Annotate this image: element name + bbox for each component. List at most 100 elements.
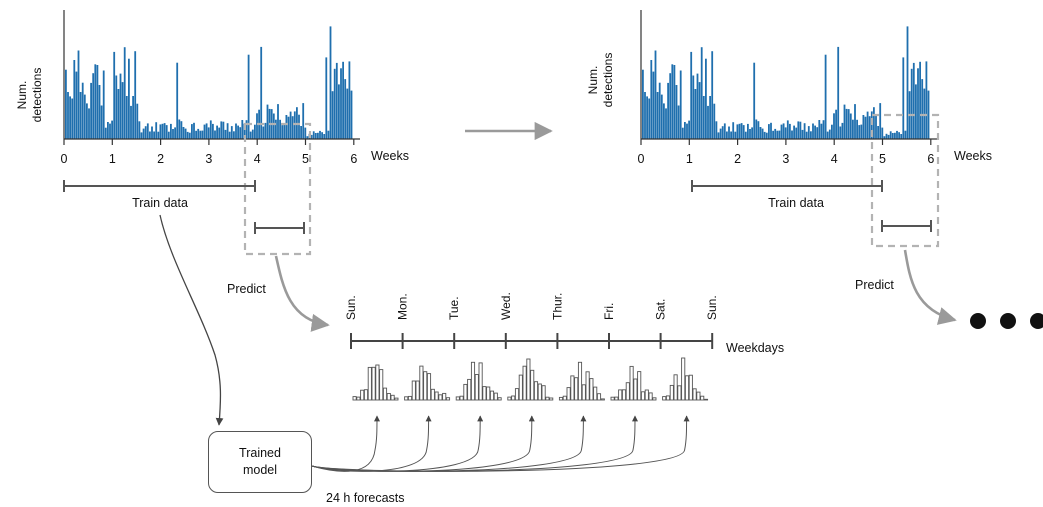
hist-bar <box>719 128 722 139</box>
hist-bar <box>784 127 787 139</box>
hist-bar <box>797 121 800 139</box>
hist-bar <box>266 104 269 139</box>
day-hist-bar <box>688 374 693 401</box>
hist-bar <box>184 128 187 139</box>
weekday-label: Sat. <box>654 299 668 320</box>
hist-bar <box>730 131 732 139</box>
day-hist-bar <box>434 391 439 401</box>
weekday-ticks <box>350 333 714 349</box>
hist-bar <box>138 121 141 139</box>
day-hist-bar <box>371 366 376 401</box>
weekday-label: Thur. <box>550 293 564 320</box>
left-panel: Num. detections 0 1 2 3 4 5 6 Weeks Train data… <box>15 10 409 296</box>
day-hist-bar <box>511 395 516 401</box>
hist-bar <box>700 47 703 140</box>
hist-bar <box>289 111 292 139</box>
hist-bar <box>910 68 913 139</box>
hist-bar <box>768 124 770 139</box>
day-hist-bar <box>637 371 642 401</box>
hist-bar <box>927 90 930 139</box>
day-hist-bar <box>493 392 498 401</box>
hist-bar <box>220 121 223 139</box>
hist-bar <box>256 113 258 139</box>
day-hist-bar <box>415 380 420 401</box>
hist-bar <box>789 123 791 139</box>
day-hist-bar <box>407 395 413 401</box>
day-hist-bar <box>411 380 416 401</box>
hist-bar <box>346 88 349 139</box>
hist-bar <box>778 130 781 139</box>
day-hist-bar <box>497 397 502 401</box>
hist-bar <box>862 115 865 139</box>
hist-bar <box>283 124 286 139</box>
hist-bar <box>146 123 149 139</box>
day-hist-bar <box>522 365 527 401</box>
hist-bar <box>159 124 162 139</box>
day-hist-bar <box>618 389 623 401</box>
day-hist-bar <box>558 396 564 401</box>
train-to-model-arrow <box>159 214 224 426</box>
hist-bar <box>839 126 842 139</box>
hist-bar <box>287 116 290 139</box>
left-x-unit: Weeks <box>371 149 409 163</box>
hist-bar <box>900 134 903 139</box>
left-ticks: 0 1 2 3 4 5 6 <box>61 139 357 166</box>
hist-bar <box>870 111 873 139</box>
hist-bar <box>81 82 84 139</box>
hist-bar <box>279 119 281 139</box>
day-hist-bar <box>459 395 464 401</box>
hist-bar <box>193 122 195 139</box>
day-hist-bar <box>514 388 520 401</box>
hist-bar <box>172 129 174 139</box>
day-hist-bar <box>394 397 399 401</box>
hist-bar <box>847 109 850 139</box>
left-histogram <box>65 26 353 140</box>
day-hist-bar <box>386 393 391 401</box>
hist-bar <box>157 131 160 139</box>
hist-bar <box>898 132 900 139</box>
hist-bar <box>744 131 747 139</box>
hist-bar <box>111 120 113 139</box>
hist-bar <box>835 109 837 139</box>
hist-bar <box>665 108 667 139</box>
day-hist-bar <box>621 389 627 401</box>
right-predict-arrow <box>903 249 957 325</box>
hist-bar <box>805 131 808 139</box>
hist-bar <box>218 127 221 139</box>
x-tick-label: 6 <box>927 152 934 166</box>
left-predict-arrow <box>274 255 330 332</box>
hist-bar <box>925 61 928 139</box>
hist-bar <box>877 126 879 139</box>
hist-bar <box>883 136 886 139</box>
day-hist-bar <box>423 371 428 401</box>
hist-bar <box>235 123 237 139</box>
hist-bar <box>254 124 256 139</box>
right-ylabel-line2: detections <box>601 53 615 108</box>
hist-bar <box>144 126 147 139</box>
hist-bar <box>650 60 653 139</box>
hist-bar <box>873 107 875 139</box>
trained-model-box: Trained model <box>208 431 312 493</box>
hist-bar <box>858 125 861 139</box>
hist-bar <box>285 115 288 139</box>
x-tick-label: 3 <box>782 152 789 166</box>
hist-bar <box>919 61 921 139</box>
hist-bar <box>702 96 705 139</box>
day-hist-bar <box>640 391 646 401</box>
hist-bar <box>860 124 863 139</box>
day-hist-bar <box>507 396 512 401</box>
hist-bar <box>917 68 919 139</box>
hist-bar <box>658 82 661 139</box>
hist-bar <box>115 75 118 139</box>
day-hist-bar <box>455 396 460 401</box>
hist-bar <box>98 85 101 139</box>
hist-bar <box>132 96 134 139</box>
x-tick-label: 1 <box>686 152 693 166</box>
hist-bar <box>104 127 107 139</box>
x-tick-label: 2 <box>734 152 741 166</box>
hist-bar <box>875 114 877 139</box>
day-hist-bar <box>692 388 697 401</box>
hist-bar <box>770 122 772 139</box>
hist-bar <box>654 50 657 139</box>
hist-bar <box>889 131 892 139</box>
